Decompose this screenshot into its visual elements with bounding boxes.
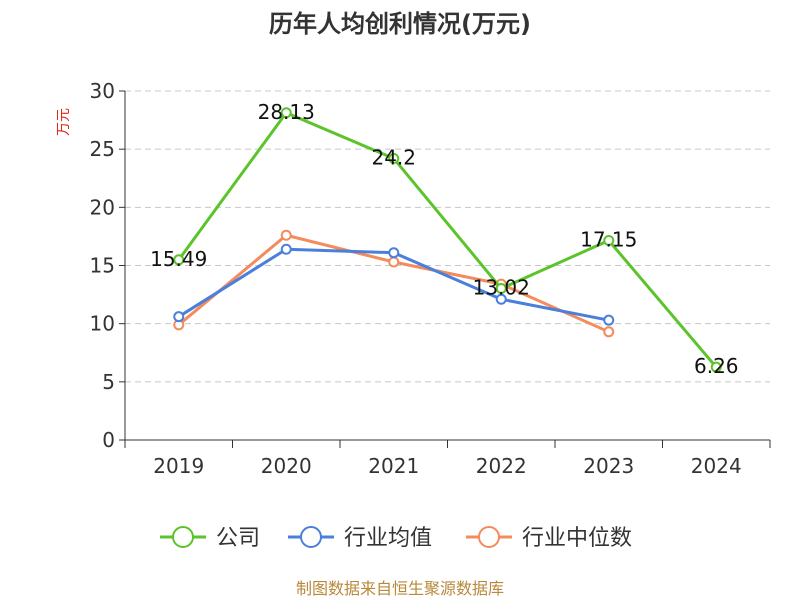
legend-label: 行业均值 (344, 526, 432, 551)
legend-label: 公司 (216, 526, 260, 551)
data-point (710, 361, 722, 373)
data-labels: 15.49 28.13 24.2 13.02 17.15 6.26 (150, 100, 738, 378)
legend[interactable]: 公司 行业均值 行业中位数 (160, 526, 632, 551)
data-label: 17.15 (580, 227, 637, 251)
legend-item[interactable]: 行业中位数 (466, 526, 632, 551)
data-label: 28.13 (258, 100, 315, 124)
data-point (388, 152, 400, 164)
data-label: 15.49 (150, 247, 207, 271)
y-tick-label: 30 (90, 79, 115, 103)
data-label: 13.02 (473, 276, 530, 300)
data-point (173, 311, 185, 323)
y-tick-label: 20 (90, 195, 115, 219)
data-point (603, 326, 615, 338)
x-tick-label: 2020 (261, 454, 312, 478)
data-point (280, 107, 292, 119)
x-axis-ticks: 2019 2020 2021 2022 2023 2024 (124, 440, 771, 478)
y-axis-ticks: 0 5 10 15 20 25 30 (90, 79, 125, 452)
x-tick-label: 2022 (476, 454, 527, 478)
gridlines (125, 90, 770, 383)
legend-marker (172, 526, 194, 548)
y-tick-label: 15 (90, 254, 115, 278)
data-point (173, 254, 185, 266)
legend-marker (300, 526, 322, 548)
series-line (177, 111, 718, 369)
legend-item[interactable]: 公司 (160, 526, 260, 551)
data-label: 24.2 (371, 145, 416, 169)
data-point (388, 247, 400, 259)
y-tick-label: 0 (102, 428, 115, 452)
source-note: 制图数据来自恒生聚源数据库 (296, 579, 504, 598)
x-tick-label: 2024 (691, 454, 742, 478)
data-point (388, 256, 400, 268)
chart-title: 历年人均创利情况(万元) (269, 10, 531, 38)
x-tick-label: 2021 (368, 454, 419, 478)
data-label: 6.26 (694, 354, 739, 378)
y-tick-label: 10 (90, 312, 115, 336)
data-point (495, 283, 507, 295)
legend-item[interactable]: 行业均值 (288, 526, 432, 551)
y-tick-label: 25 (90, 137, 115, 161)
data-point (280, 229, 292, 241)
legend-label: 行业中位数 (522, 526, 632, 551)
data-point (280, 243, 292, 255)
data-point (495, 293, 507, 305)
y-tick-label: 5 (102, 370, 115, 394)
data-point (603, 314, 615, 326)
x-tick-label: 2023 (583, 454, 634, 478)
x-tick-label: 2019 (153, 454, 204, 478)
y-axis-label: 万元 (56, 108, 72, 136)
data-point (603, 234, 615, 246)
legend-marker (478, 526, 500, 548)
series-lines (173, 107, 722, 373)
